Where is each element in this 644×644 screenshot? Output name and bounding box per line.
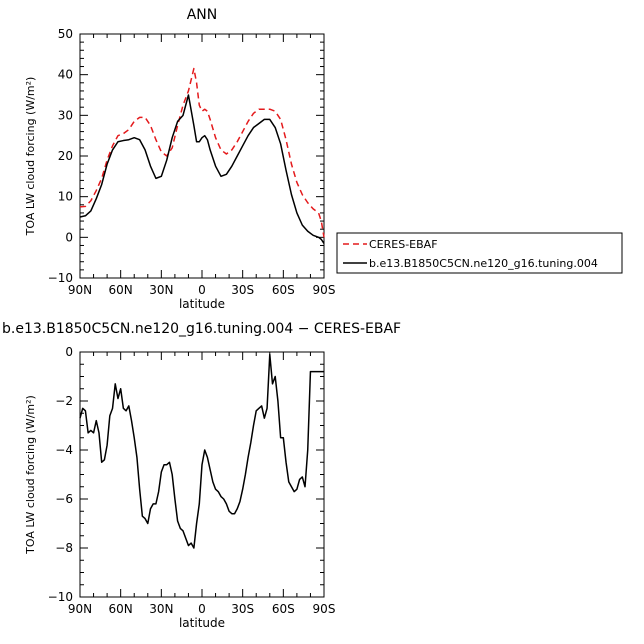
- x-tick-label: 0: [198, 283, 206, 297]
- x-tick-label: 30N: [149, 283, 173, 297]
- x-tick-label: 0: [198, 602, 206, 616]
- chart-title: b.e13.B1850C5CN.ne120_g16.tuning.004 − C…: [2, 321, 401, 337]
- series-line-1-1: [79, 67, 325, 238]
- y-tick-label: 0: [65, 345, 73, 359]
- x-tick-label: 30S: [231, 602, 254, 616]
- y-tick-label: −6: [55, 492, 73, 506]
- x-tick-label: 90S: [313, 602, 336, 616]
- legend: CERES-EBAF b.e13.B1850C5CN.ne120_g16.tuni…: [336, 232, 623, 274]
- x-tick-label: 90N: [68, 602, 92, 616]
- x-tick-label: 60N: [109, 602, 133, 616]
- y-tick-label: −10: [48, 271, 73, 285]
- y-tick-label: 50: [58, 27, 73, 41]
- y-tick-label: 0: [65, 230, 73, 244]
- x-axis-label: latitude: [179, 616, 225, 630]
- y-tick-label: −8: [55, 541, 73, 555]
- legend-box: [336, 232, 623, 274]
- y-axis-label: TOA LW cloud forcing (W/m²): [24, 395, 37, 555]
- x-tick-label: 60S: [272, 283, 295, 297]
- x-tick-label: 30S: [231, 283, 254, 297]
- series-line-1-2: [79, 94, 325, 244]
- x-tick-label: 90N: [68, 283, 92, 297]
- chart-panel-1: ANN 90N 60N 30N 0 30S 60S 90S latitude −10 0 10 20 30…: [24, 7, 335, 311]
- y-tick-label: −10: [48, 590, 73, 604]
- plot-frame: [79, 33, 325, 279]
- x-tick-label: 90S: [313, 283, 336, 297]
- y-tick-label: −4: [55, 443, 73, 457]
- y-tick-label: 20: [58, 149, 73, 163]
- y-tick-label: 10: [58, 190, 73, 204]
- x-tick-label: 60S: [272, 602, 295, 616]
- y-axis-label: TOA LW cloud forcing (W/m²): [24, 77, 37, 237]
- x-axis-label: latitude: [179, 297, 225, 311]
- x-tick-label: 60N: [109, 283, 133, 297]
- chart-panel-2: b.e13.B1850C5CN.ne120_g16.tuning.004 − C…: [2, 321, 401, 630]
- legend-label: CERES-EBAF: [369, 238, 438, 251]
- chart-title: ANN: [187, 7, 218, 23]
- x-tick-label: 30N: [149, 602, 173, 616]
- series-line-2-1: [79, 353, 324, 549]
- y-tick-label: 40: [58, 68, 73, 82]
- y-tick-label: 30: [58, 108, 73, 122]
- y-tick-label: −2: [55, 394, 73, 408]
- legend-label: b.e13.B1850C5CN.ne120_g16.tuning.004: [369, 257, 598, 270]
